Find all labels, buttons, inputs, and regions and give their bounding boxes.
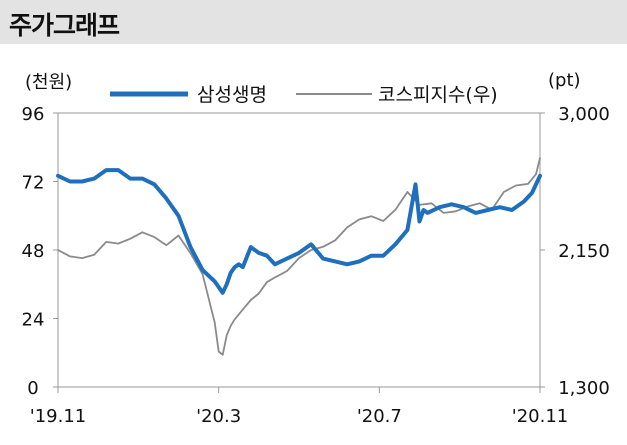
right-axis-tick-label: 3,000: [558, 104, 610, 125]
series-layer: [56, 157, 542, 356]
left-axis-tick-label: 96: [22, 104, 45, 125]
chart-title: 주가그래프: [9, 11, 120, 40]
legend: 삼성생명 코스피지수(우): [110, 84, 498, 106]
left-axis-tick-label: 0: [27, 378, 38, 399]
x-axis-tick-label: '20.3: [196, 406, 241, 427]
axes: 96 72 48 24 0 3,000 2,150 1,300 '19.11 '20.3 '20.7…: [22, 104, 610, 427]
left-axis-tick-label: 48: [22, 241, 45, 262]
samsung-life-price-line: [56, 168, 542, 295]
x-axis-tick-label: '19.11: [30, 406, 86, 427]
x-axis-tick-label: '20.7: [357, 406, 402, 427]
kospi-index-line: [57, 157, 541, 356]
right-axis-tick-label: 2,150: [558, 241, 610, 262]
left-axis-tick-label: 24: [22, 310, 45, 331]
right-axis-tick-label: 1,300: [558, 378, 610, 399]
plot-frame: [57, 112, 541, 388]
legend-label-samsung-life: 삼성생명: [197, 84, 267, 106]
right-axis-unit: (pt): [548, 70, 581, 91]
chart-header: 주가그래프: [0, 0, 627, 44]
x-axis-tick-label: '20.11: [512, 406, 568, 427]
left-axis-unit: (천원): [25, 72, 72, 93]
left-axis-tick-label: 72: [22, 173, 45, 194]
legend-label-kospi: 코스피지수(우): [378, 84, 498, 106]
